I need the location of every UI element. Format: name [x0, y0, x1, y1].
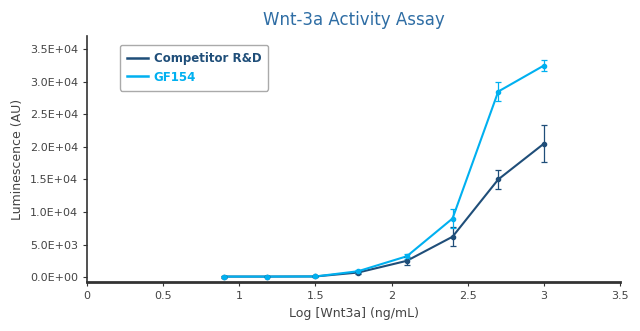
- Legend: Competitor R&D, GF154: Competitor R&D, GF154: [120, 45, 268, 91]
- X-axis label: Log [Wnt3a] (ng/mL): Log [Wnt3a] (ng/mL): [289, 307, 419, 320]
- Y-axis label: Luminescence (AU): Luminescence (AU): [11, 99, 24, 220]
- Title: Wnt-3a Activity Assay: Wnt-3a Activity Assay: [262, 11, 444, 29]
